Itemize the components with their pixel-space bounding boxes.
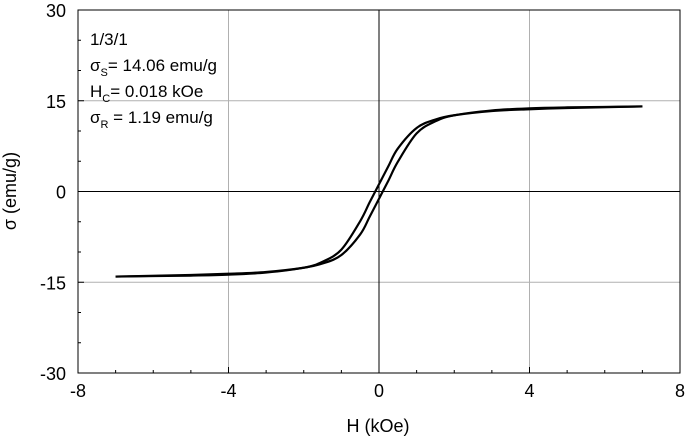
hc-symbol: H	[90, 82, 102, 101]
descending-branch-line	[115, 105, 643, 278]
hc-subscript: C	[102, 93, 110, 105]
x-tick-label: 4	[524, 381, 534, 401]
ms-subscript: S	[101, 67, 108, 79]
x-tick-label: -8	[70, 381, 86, 401]
x-axis-label: H (kOe)	[347, 416, 410, 436]
y-tick-labels: -30 -15 0 15 30	[40, 1, 66, 384]
y-tick-label: 0	[56, 183, 66, 203]
series-group	[115, 105, 643, 278]
y-axis-label: σ (emu/g)	[0, 152, 20, 230]
zero-lines	[78, 10, 680, 373]
x-tick-label: -4	[220, 381, 236, 401]
y-tick-label: -15	[40, 273, 66, 293]
minor-ticks	[77, 9, 681, 374]
x-tick-label: 8	[675, 381, 685, 401]
mr-symbol: σ	[90, 108, 101, 127]
annotation-sample: 1/3/1	[90, 30, 128, 49]
ms-symbol: σ	[90, 56, 101, 75]
x-tick-label: 0	[374, 381, 384, 401]
x-tick-labels: -8 -4 0 4 8	[70, 381, 685, 401]
y-tick-label: -30	[40, 364, 66, 384]
y-tick-label: 30	[46, 1, 66, 21]
y-tick-label: 15	[46, 92, 66, 112]
ms-value: = 14.06 emu/g	[108, 56, 217, 75]
annotation-box: 1/3/1 σS= 14.06 emu/g HC= 0.018 kOe σR =…	[90, 30, 217, 131]
hc-value: = 0.018 kOe	[110, 82, 203, 101]
mr-value: = 1.19 emu/g	[108, 108, 212, 127]
mr-subscript: R	[101, 119, 109, 131]
annotation-remanence: σR = 1.19 emu/g	[90, 108, 213, 131]
annotation-coercivity: HC= 0.018 kOe	[90, 82, 203, 105]
annotation-saturation: σS= 14.06 emu/g	[90, 56, 217, 79]
